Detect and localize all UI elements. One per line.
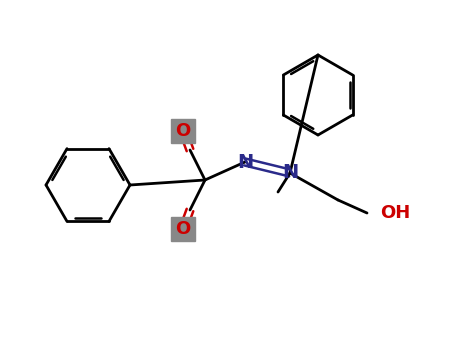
Text: N: N (237, 153, 253, 172)
Text: O: O (175, 122, 191, 140)
FancyBboxPatch shape (171, 217, 195, 241)
FancyBboxPatch shape (171, 119, 195, 143)
Text: N: N (282, 163, 298, 182)
Text: O: O (175, 220, 191, 238)
Text: OH: OH (380, 204, 410, 222)
